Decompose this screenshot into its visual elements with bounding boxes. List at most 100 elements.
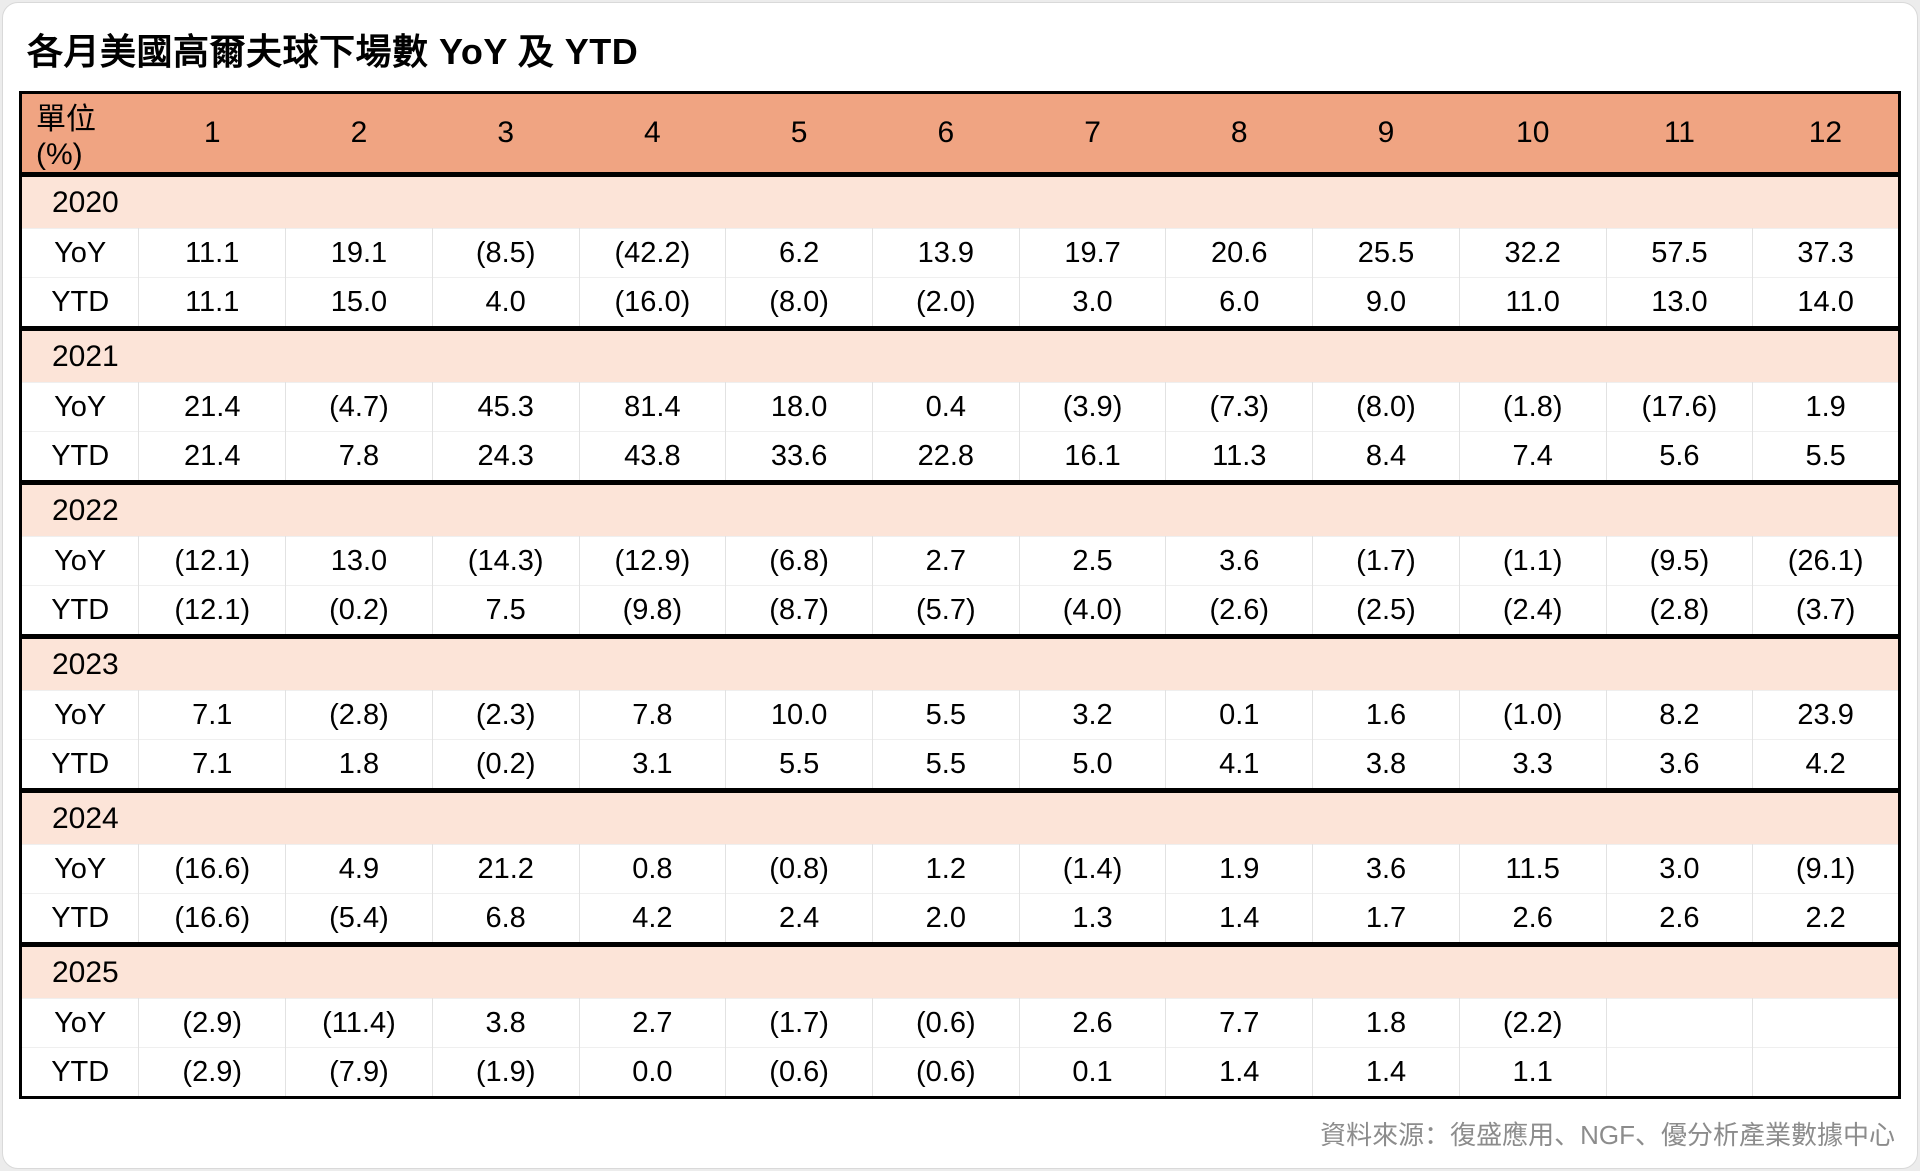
table-row-ytd: YTD 21.4 7.8 24.3 43.8 33.6 22.8 16.1 11.3 8.4 7.4… xyxy=(20,431,1900,483)
value-cell: 2.4 xyxy=(725,893,873,945)
table-row-yoy: YoY (2.9) (11.4) 3.8 2.7 (1.7) (0.6) 2.6 7.7 1.8(… xyxy=(20,998,1900,1048)
value-cell: (2.9) xyxy=(138,1047,287,1098)
value-cell: (4.0) xyxy=(1019,585,1167,637)
value-cell: (26.1) xyxy=(1752,536,1900,586)
value-cell: 6.2 xyxy=(725,228,873,278)
table-header: 單位(%) 1 2 3 4 5 6 7 8 9 10 11 12 xyxy=(20,92,1900,177)
value-cell: 0.0 xyxy=(579,1047,727,1098)
value-cell: (2.2) xyxy=(1459,998,1607,1048)
value-cell: 1.4 xyxy=(1312,1047,1460,1098)
value-cell: 4.0 xyxy=(432,277,580,329)
value-cell: 37.3 xyxy=(1752,228,1900,278)
value-cell: (8.7) xyxy=(725,585,873,637)
value-cell: 22.8 xyxy=(872,431,1020,483)
row-label: YTD xyxy=(20,431,140,483)
value-cell: 0.1 xyxy=(1019,1047,1167,1098)
value-cell: 4.2 xyxy=(579,893,727,945)
year-label: 2021 xyxy=(20,326,1900,383)
value-cell: (1.4) xyxy=(1019,844,1167,894)
value-cell: 57.5 xyxy=(1606,228,1754,278)
value-cell: 6.8 xyxy=(432,893,580,945)
row-label: YoY xyxy=(20,382,140,432)
value-cell: (9.5) xyxy=(1606,536,1754,586)
value-cell xyxy=(1606,1047,1754,1098)
table-row-yoy: YoY 21.4 (4.7) 45.3 81.4 18.0 0.4 (3.9) (7.3) (8.… xyxy=(20,382,1900,432)
page-title: 各月美國高爾夫球下場數 YoY 及 YTD xyxy=(27,31,639,72)
value-cell: 9.0 xyxy=(1312,277,1460,329)
value-cell: 5.5 xyxy=(725,739,873,791)
value-cell: (11.4) xyxy=(285,998,433,1048)
value-cell: 2.6 xyxy=(1459,893,1607,945)
value-cell: 5.5 xyxy=(872,690,1020,740)
value-cell xyxy=(1752,998,1900,1048)
value-cell: (14.3) xyxy=(432,536,580,586)
value-cell: (3.9) xyxy=(1019,382,1167,432)
table-row-yoy: YoY 11.1 19.1 (8.5) (42.2) 6.2 13.9 19.7 20.6 25.… xyxy=(20,228,1900,278)
value-cell: 0.4 xyxy=(872,382,1020,432)
value-cell: (1.0) xyxy=(1459,690,1607,740)
value-cell: 2.5 xyxy=(1019,536,1167,586)
value-cell: 21.4 xyxy=(138,431,287,483)
month-header: 8 xyxy=(1165,92,1313,177)
value-cell: 1.7 xyxy=(1312,893,1460,945)
value-cell: (7.9) xyxy=(285,1047,433,1098)
value-cell: (2.9) xyxy=(138,998,287,1048)
unit-label: 單位(%) xyxy=(20,92,139,177)
value-cell: 81.4 xyxy=(579,382,727,432)
value-cell: (2.0) xyxy=(872,277,1020,329)
value-cell: 1.9 xyxy=(1165,844,1314,894)
month-header: 7 xyxy=(1019,92,1166,177)
year-label: 2025 xyxy=(20,942,1900,999)
value-cell: (1.8) xyxy=(1459,382,1607,432)
row-label: YoY xyxy=(20,228,140,278)
value-cell: (0.6) xyxy=(725,1047,873,1098)
value-cell: 15.0 xyxy=(285,277,433,329)
table-row-yoy: YoY (12.1) 13.0 (14.3) (12.9) (6.8) 2.7 2.5 3.6(… xyxy=(20,536,1900,586)
value-cell: 1.4 xyxy=(1165,1047,1314,1098)
value-cell: 2.6 xyxy=(1019,998,1167,1048)
value-cell: 16.1 xyxy=(1019,431,1167,483)
row-label: YoY xyxy=(20,690,140,740)
value-cell: 1.8 xyxy=(1312,998,1460,1048)
value-cell: (1.9) xyxy=(432,1047,580,1098)
value-cell: (16.6) xyxy=(138,844,287,894)
month-header: 10 xyxy=(1459,92,1607,177)
value-cell: 1.1 xyxy=(1459,1047,1607,1098)
year-label: 2022 xyxy=(20,480,1900,537)
row-label: YTD xyxy=(20,585,140,637)
value-cell: 11.5 xyxy=(1459,844,1607,894)
value-cell: 7.4 xyxy=(1459,431,1607,483)
year-row: 2024 xyxy=(20,788,1900,845)
value-cell: 4.1 xyxy=(1165,739,1314,791)
table-row-yoy: YoY 7.1 (2.8) (2.3) 7.8 10.0 5.5 3.2 0.1 1.6 (1.0)… xyxy=(20,690,1900,740)
value-cell: 32.2 xyxy=(1459,228,1607,278)
value-cell: 3.0 xyxy=(1019,277,1167,329)
value-cell: 13.0 xyxy=(1606,277,1754,329)
table-row-ytd: YTD (16.6) (5.4) 6.8 4.2 2.4 2.0 1.3 1.4 1.7 2.6 2.… xyxy=(20,893,1900,945)
value-cell: (12.1) xyxy=(138,585,287,637)
value-cell: 19.7 xyxy=(1019,228,1167,278)
value-cell: 7.8 xyxy=(579,690,727,740)
month-header: 9 xyxy=(1312,92,1460,177)
value-cell: 3.0 xyxy=(1606,844,1754,894)
row-label: YoY xyxy=(20,536,140,586)
year-row: 2025 xyxy=(20,942,1900,999)
value-cell: (17.6) xyxy=(1606,382,1754,432)
value-cell: 7.7 xyxy=(1165,998,1314,1048)
table-row-ytd: YTD 7.1 1.8 (0.2) 3.1 5.5 5.5 5.0 4.1 3.8 3.3 3.6 4.… xyxy=(20,739,1900,791)
year-label: 2020 xyxy=(20,174,1900,229)
value-cell: (1.7) xyxy=(725,998,873,1048)
value-cell: 4.9 xyxy=(285,844,433,894)
month-header: 5 xyxy=(725,92,873,177)
value-cell: 2.7 xyxy=(579,998,727,1048)
value-cell: 7.1 xyxy=(138,690,287,740)
value-cell: 4.2 xyxy=(1752,739,1900,791)
month-header: 12 xyxy=(1752,92,1900,177)
value-cell: (0.6) xyxy=(872,1047,1020,1098)
row-label: YTD xyxy=(20,1047,140,1098)
value-cell: (16.6) xyxy=(138,893,287,945)
value-cell: 20.6 xyxy=(1165,228,1314,278)
value-cell: (8.5) xyxy=(432,228,580,278)
golf-rounds-table: 單位(%) 1 2 3 4 5 6 7 8 9 10 11 12 2020 YoY 11.1 19.1 (8.… xyxy=(19,91,1901,1099)
